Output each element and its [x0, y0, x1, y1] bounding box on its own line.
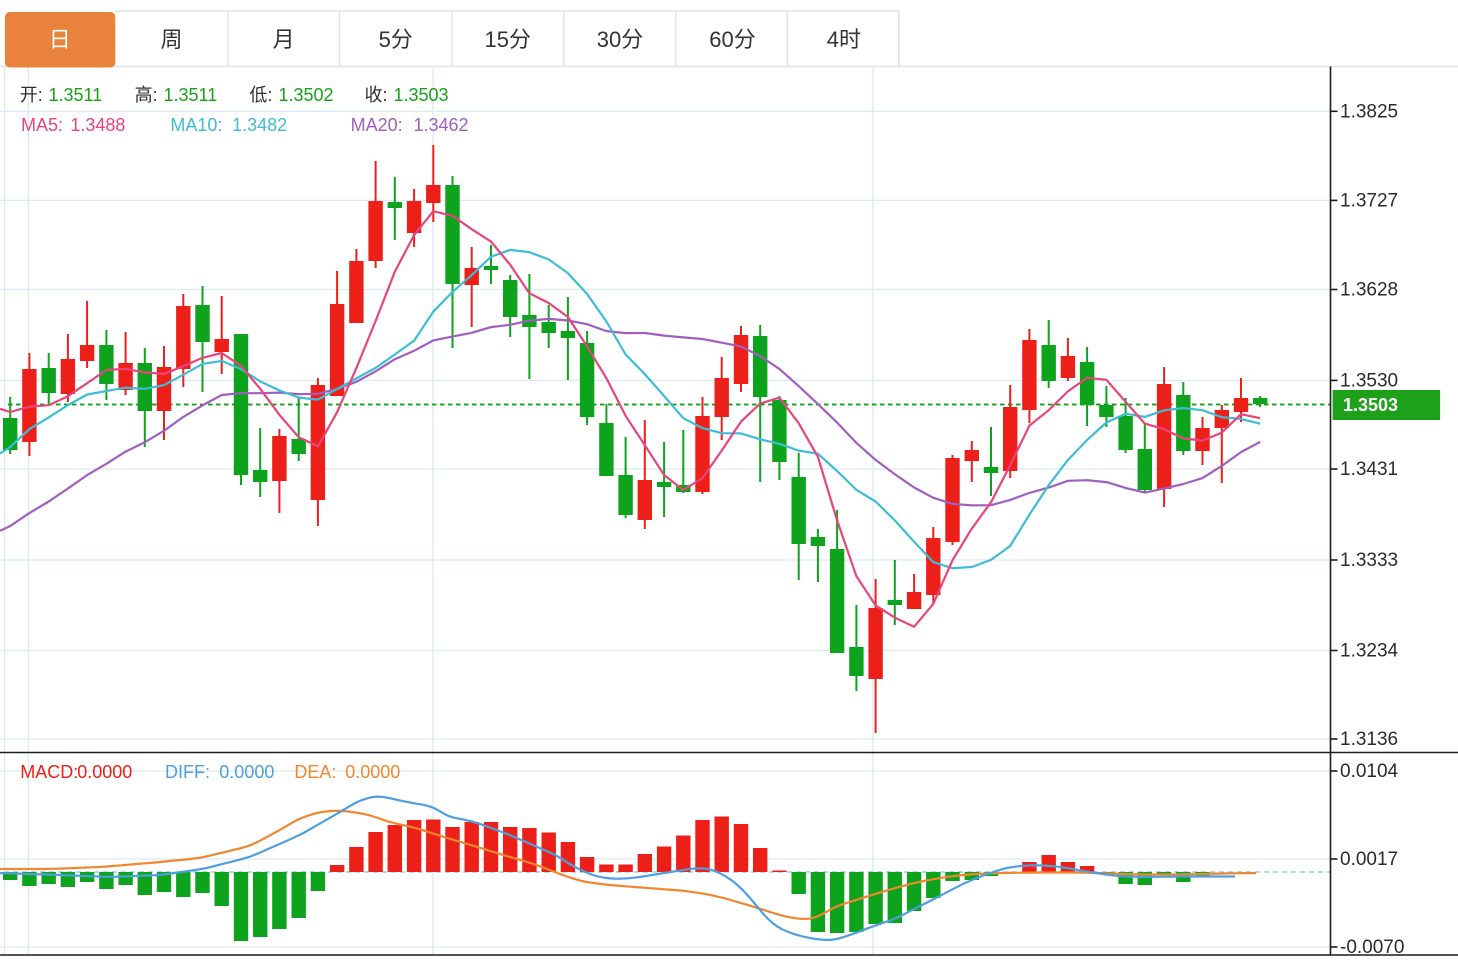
svg-text:1.3530: 1.3530 — [1340, 370, 1398, 391]
svg-text:0.0000: 0.0000 — [219, 762, 274, 782]
svg-text:5分: 5分 — [379, 27, 413, 52]
svg-text:0.0000: 0.0000 — [345, 762, 400, 782]
svg-text:1.3502: 1.3502 — [279, 85, 334, 105]
svg-text:收:: 收: — [365, 85, 388, 105]
svg-text:DIFF:: DIFF: — [165, 762, 210, 782]
svg-text:月: 月 — [273, 27, 295, 52]
svg-text:1.3462: 1.3462 — [414, 115, 469, 135]
svg-text:开:: 开: — [20, 85, 43, 105]
svg-text:60分: 60分 — [709, 27, 755, 52]
svg-text:1.3503: 1.3503 — [1343, 395, 1398, 415]
svg-text:1.3136: 1.3136 — [1340, 729, 1398, 750]
svg-text:1.3488: 1.3488 — [70, 115, 125, 135]
svg-text:MA20:: MA20: — [351, 115, 403, 135]
svg-text:-0.0070: -0.0070 — [1340, 937, 1404, 958]
svg-text:周: 周 — [160, 27, 182, 52]
svg-text:0.0000: 0.0000 — [77, 762, 132, 782]
svg-text:1.3825: 1.3825 — [1340, 101, 1398, 122]
svg-text:4时: 4时 — [827, 27, 861, 52]
svg-text:MA5:: MA5: — [21, 115, 63, 135]
svg-text:0.0017: 0.0017 — [1340, 849, 1398, 870]
svg-text:DEA:: DEA: — [294, 762, 336, 782]
svg-text:1.3482: 1.3482 — [232, 115, 287, 135]
svg-text:1.3727: 1.3727 — [1340, 190, 1398, 211]
svg-text:MA10:: MA10: — [170, 115, 222, 135]
svg-text:0.0104: 0.0104 — [1340, 761, 1399, 782]
svg-text:高:: 高: — [135, 85, 158, 105]
svg-text:15分: 15分 — [485, 27, 531, 52]
svg-text:1.3503: 1.3503 — [394, 85, 449, 105]
svg-text:日: 日 — [49, 27, 71, 52]
svg-text:低:: 低: — [249, 85, 272, 105]
svg-text:1.3431: 1.3431 — [1340, 459, 1398, 480]
svg-text:1.3333: 1.3333 — [1340, 550, 1398, 571]
svg-text:MACD:: MACD: — [20, 762, 78, 782]
svg-text:1.3511: 1.3511 — [49, 85, 103, 105]
svg-text:30分: 30分 — [597, 27, 643, 52]
svg-text:1.3234: 1.3234 — [1340, 641, 1399, 662]
svg-text:1.3628: 1.3628 — [1340, 280, 1398, 301]
svg-text:1.3511: 1.3511 — [164, 85, 218, 105]
